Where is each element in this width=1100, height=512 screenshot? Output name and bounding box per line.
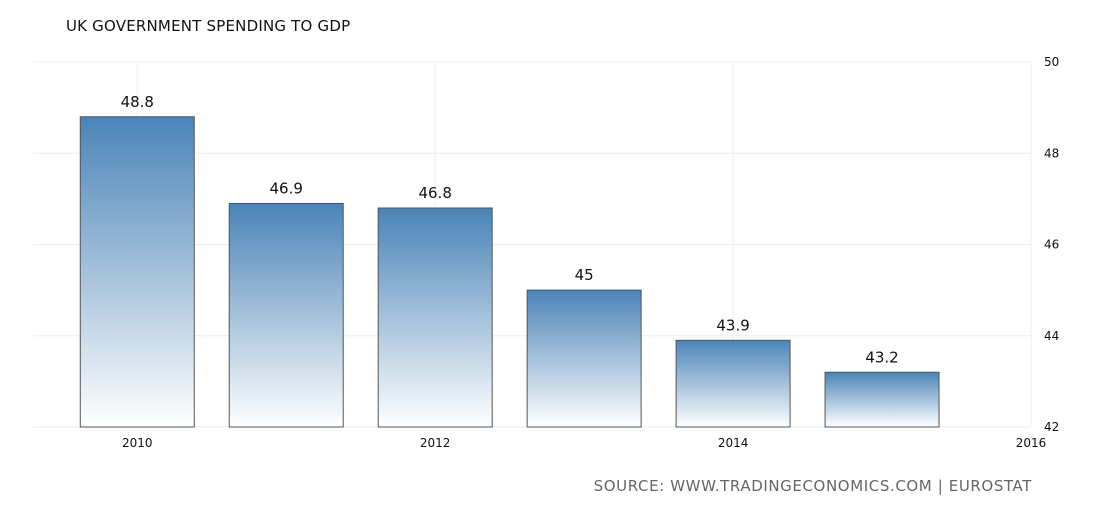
x-tick-label: 2010	[122, 436, 153, 450]
bar	[675, 339, 791, 428]
bar-value-label: 43.9	[716, 316, 749, 334]
bar-value-label: 45	[575, 266, 594, 284]
y-tick-label: 42	[1044, 420, 1059, 434]
x-tick-label: 2014	[718, 436, 749, 450]
chart-title: UK GOVERNMENT SPENDING TO GDP	[66, 17, 351, 35]
source-credit: SOURCE: WWW.TRADINGECONOMICS.COM | EUROS…	[593, 477, 1032, 495]
y-tick-label: 50	[1044, 55, 1059, 69]
x-tick-label: 2016	[1016, 436, 1047, 450]
y-tick-label: 44	[1044, 329, 1059, 343]
bar	[228, 202, 344, 428]
bar-value-label: 46.8	[418, 184, 451, 202]
y-tick-label: 48	[1044, 146, 1059, 160]
bar-value-label: 43.2	[865, 348, 898, 366]
bar	[79, 116, 195, 428]
bar-value-label: 48.8	[121, 93, 154, 111]
bar-value-label: 46.9	[270, 179, 303, 197]
x-tick-label: 2012	[420, 436, 451, 450]
bar	[526, 289, 642, 428]
y-tick-label: 46	[1044, 238, 1059, 252]
bar	[824, 371, 940, 428]
bar	[377, 207, 493, 428]
